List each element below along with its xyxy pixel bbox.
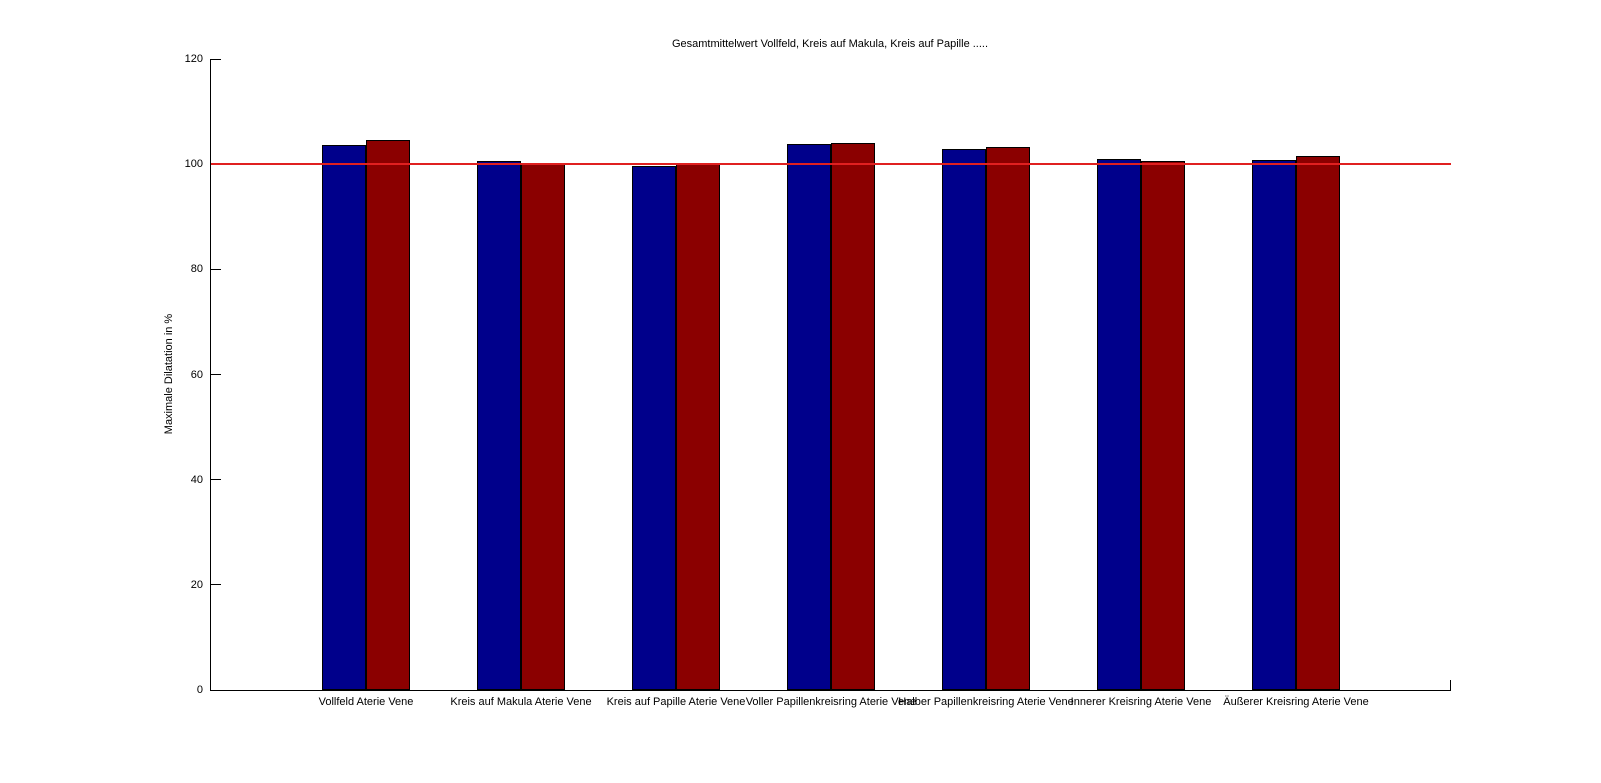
bar-vene-6: [1141, 160, 1185, 690]
x-tick-label: Äußerer Kreisring Aterie Vene: [1223, 696, 1369, 708]
reference-line-100: [211, 163, 1451, 166]
bar-vene-2: [521, 164, 565, 690]
bar-vene-5: [986, 146, 1030, 690]
y-tick-label: 80: [190, 263, 203, 276]
bar-vene-4: [831, 143, 875, 690]
x-tick-label: Halber Papillenkreisring Aterie Vene: [898, 696, 1074, 708]
bar-aterie-2: [477, 161, 521, 690]
bar-aterie-1: [322, 144, 366, 690]
x-axis-end-tick: [1450, 680, 1451, 690]
bar-vene-7: [1296, 155, 1340, 690]
bar-aterie-6: [1097, 158, 1141, 690]
y-tick-mark: [211, 689, 221, 691]
plot-area: 0 20 40 60 80 100 120 Vollfeld Aterie Vene Kreis…: [185, 53, 1451, 708]
y-tick-label: 0: [196, 684, 203, 696]
x-tick-label: Innerer Kreisring Aterie Vene: [1070, 696, 1212, 708]
y-tick-label: 100: [184, 158, 203, 171]
bar-vene-3: [676, 162, 720, 690]
y-tick-mark: [211, 268, 221, 270]
x-tick-label: Kreis auf Papille Aterie Vene: [606, 696, 746, 708]
y-tick-mark: [211, 58, 221, 60]
y-tick-label: 20: [190, 578, 203, 591]
y-tick-label: 40: [190, 473, 203, 486]
x-tick-label: Vollfeld Aterie Vene: [318, 696, 414, 708]
x-tick-label: Voller Papillenkreisring Aterie Vene: [745, 696, 917, 708]
y-tick-mark: [211, 584, 221, 586]
bar-aterie-3: [632, 165, 676, 690]
bar-aterie-7: [1252, 159, 1296, 690]
chart-title: Gesamtmittelwert Vollfeld, Kreis auf Mak…: [671, 38, 989, 50]
bar-aterie-4: [787, 144, 831, 690]
x-tick-label: Kreis auf Makula Aterie Vene: [450, 696, 592, 708]
bar-aterie-5: [942, 148, 986, 690]
bar-vene-1: [366, 139, 410, 690]
y-tick-mark: [211, 374, 221, 375]
y-tick-label: 120: [184, 53, 203, 65]
y-tick-label: 60: [190, 368, 203, 381]
y-tick-mark: [211, 479, 221, 481]
